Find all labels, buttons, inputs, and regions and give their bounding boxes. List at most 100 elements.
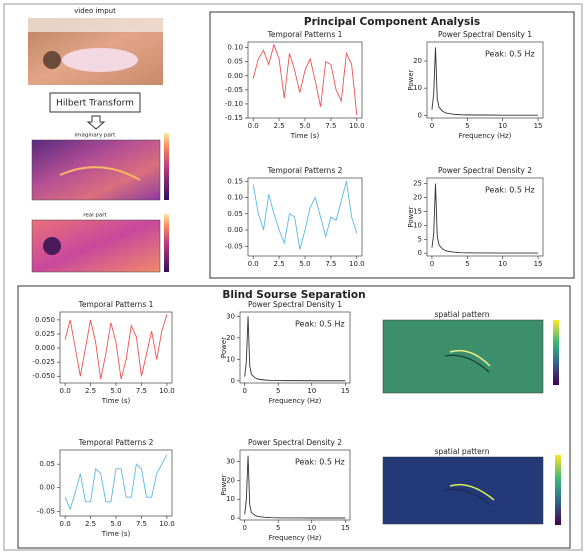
- x-axis-label: Time (s): [101, 397, 131, 405]
- x-tick-label: 0: [242, 524, 246, 532]
- annotation: Peak: 0.5 Hz: [295, 458, 345, 467]
- x-tick-label: 5: [465, 122, 469, 130]
- y-tick-label: 10: [413, 84, 422, 92]
- y-tick-label: 0: [231, 377, 235, 385]
- x-tick-label: 0.0: [60, 387, 71, 395]
- x-tick-label: 10.0: [349, 122, 365, 130]
- chart-title: Temporal Patterns 1: [267, 30, 343, 39]
- y-tick-label: 10: [413, 221, 422, 229]
- y-tick-label: -0.05: [225, 242, 243, 250]
- imaginary-heatmap: [31, 139, 161, 201]
- y-tick-label: 25: [413, 180, 422, 188]
- baby-head: [43, 51, 61, 69]
- chart-title: Temporal Patterns 1: [78, 300, 154, 309]
- x-tick-label: 0: [430, 260, 434, 268]
- annotation: Peak: 0.5 Hz: [485, 186, 535, 195]
- y-tick-label: 0: [418, 249, 422, 257]
- series-line: [252, 43, 358, 116]
- x-tick-label: 7.5: [136, 520, 147, 528]
- series-line: [244, 455, 346, 519]
- x-tick-label: 10.0: [159, 387, 175, 395]
- y-tick-label: -0.05: [225, 86, 243, 94]
- y-tick-label: 0.000: [35, 344, 55, 352]
- series-line: [431, 47, 539, 116]
- y-tick-label: 0.05: [227, 58, 243, 66]
- x-tick-label: 15: [534, 122, 543, 130]
- outer-border: [3, 3, 583, 551]
- plot-frame: [239, 449, 351, 521]
- spatial-feature: [443, 488, 491, 506]
- y-tick-label: -0.050: [32, 372, 55, 380]
- y-tick-label: 20: [413, 57, 422, 65]
- y-tick-label: 0.00: [227, 226, 243, 234]
- spatial-feature: [449, 483, 495, 501]
- x-tick-label: 5: [276, 524, 280, 532]
- y-tick-label: 0.05: [227, 210, 243, 218]
- spatial-feature: [449, 349, 491, 367]
- x-tick-label: 10.0: [159, 520, 175, 528]
- series-line: [64, 314, 168, 380]
- y-tick-label: 10: [226, 495, 235, 503]
- y-tick-label: 0.00: [227, 72, 243, 80]
- crib-rail: [28, 18, 163, 32]
- x-tick-label: 7.5: [325, 260, 336, 268]
- x-tick-label: 5: [465, 260, 469, 268]
- y-tick-label: 0.00: [39, 484, 55, 492]
- x-tick-label: 5.0: [299, 260, 310, 268]
- imaginary-label: imaginary part: [75, 133, 117, 139]
- x-tick-label: 0: [430, 122, 434, 130]
- series-line: [244, 316, 346, 382]
- transform-label: Hilbert Transform: [56, 99, 134, 109]
- x-tick-label: 15: [341, 524, 350, 532]
- x-axis-label: Frequency (Hz): [459, 132, 512, 140]
- y-axis-label: Power: [220, 474, 228, 495]
- chart-title: Temporal Patterns 2: [267, 166, 343, 175]
- bss-title: Blind Sourse Separation: [222, 289, 365, 301]
- chart-title: Temporal Patterns 2: [78, 438, 154, 447]
- x-tick-label: 5.0: [299, 122, 310, 130]
- annotation: Peak: 0.5 Hz: [295, 320, 345, 329]
- x-tick-label: 0: [242, 387, 246, 395]
- spatial-title: spatial pattern: [435, 447, 490, 456]
- x-tick-label: 2.5: [85, 520, 96, 528]
- y-tick-label: 10: [226, 355, 235, 363]
- input-label: video imput: [74, 7, 116, 15]
- y-tick-label: -0.05: [37, 507, 55, 515]
- x-tick-label: 2.5: [274, 260, 285, 268]
- x-tick-label: 2.5: [274, 122, 285, 130]
- x-tick-label: 2.5: [85, 387, 96, 395]
- heat-feature: [43, 237, 61, 255]
- real-label: real part: [83, 213, 107, 219]
- x-tick-label: 5.0: [110, 387, 121, 395]
- x-tick-label: 15: [341, 387, 350, 395]
- y-tick-label: 5: [418, 235, 422, 243]
- chart-title: Power Spectral Density 2: [438, 166, 532, 175]
- plot-frame: [59, 449, 173, 517]
- x-tick-label: 15: [534, 260, 543, 268]
- x-tick-label: 10: [307, 387, 316, 395]
- y-tick-label: 20: [226, 476, 235, 484]
- chart-title: Power Spectral Density 2: [248, 438, 342, 447]
- x-tick-label: 0.0: [248, 260, 259, 268]
- colorbar: [555, 455, 561, 525]
- x-tick-label: 10: [498, 260, 507, 268]
- x-tick-label: 7.5: [136, 387, 147, 395]
- pca-panel: [209, 11, 575, 279]
- y-tick-label: 0.10: [227, 194, 243, 202]
- plot-frame: [239, 311, 351, 384]
- y-tick-label: -0.15: [225, 114, 243, 122]
- x-tick-label: 0.0: [60, 520, 71, 528]
- pca-title: Principal Component Analysis: [304, 16, 480, 28]
- colorbar: [553, 320, 559, 385]
- x-axis-label: Frequency (Hz): [269, 397, 322, 405]
- baby: [62, 48, 138, 72]
- y-tick-label: 0.15: [227, 177, 243, 185]
- colorbar: [164, 133, 169, 200]
- y-tick-label: 0.050: [35, 316, 55, 324]
- y-axis-label: Power: [407, 206, 415, 227]
- x-axis-label: Frequency (Hz): [269, 534, 322, 542]
- x-tick-label: 0.0: [248, 122, 259, 130]
- y-axis-label: Power: [407, 69, 415, 90]
- y-tick-label: 30: [226, 457, 235, 465]
